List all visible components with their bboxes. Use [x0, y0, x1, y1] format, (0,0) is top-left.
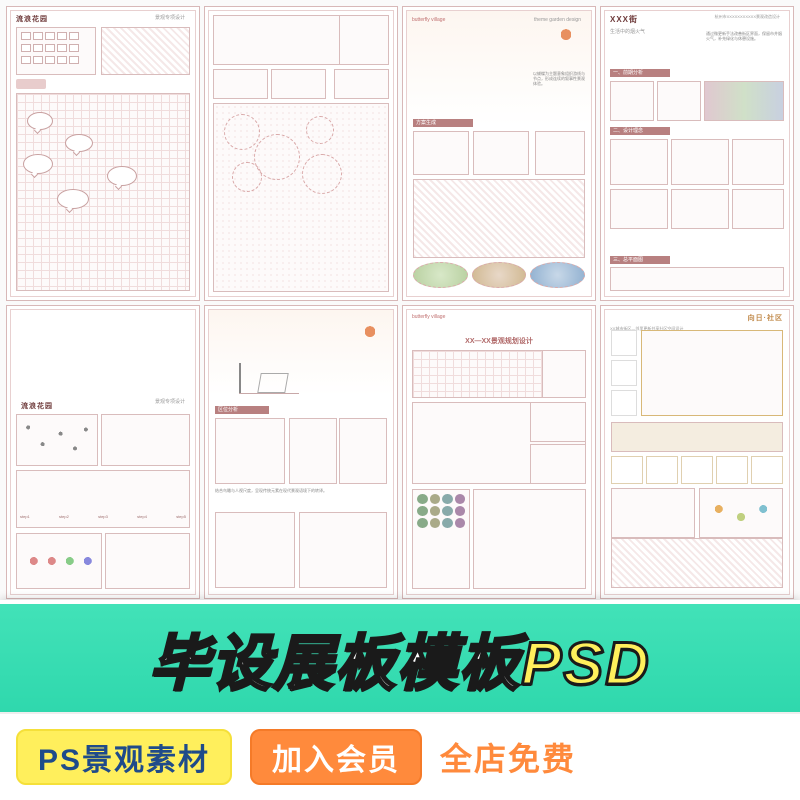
template-panel-8: 向日·社区 XX城市街区—邻里更新共享社区空间设计: [600, 305, 794, 600]
tag-chip: [16, 79, 46, 89]
badge-row: PS景观素材 加入会员 全店免费: [0, 712, 800, 800]
headline-text: 毕设展板模板PSD: [149, 615, 650, 702]
template-panel-5: 流浪花园 景观专项设计 step1 step2 step3 step4 step…: [6, 305, 200, 600]
panel-subtitle: theme garden design: [529, 17, 586, 23]
promo-overlay: 毕设展板模板PSD PS景观素材 加入会员 全店免费: [0, 600, 800, 800]
template-panel-3: butterfly village theme garden design 以蝴…: [402, 6, 596, 301]
section-label: 方案生成: [413, 119, 473, 127]
template-panel-4: XXX街 生活中的烟火气 杭州市XXXXXXXXXXX景观改造设计 通过微更新手…: [600, 6, 794, 301]
badge-ps-material: PS景观素材: [16, 729, 232, 785]
center-title: XX—XX景观规划设计: [407, 336, 591, 346]
template-panel-2: [204, 6, 398, 301]
template-thumbnail-grid: 流浪花园 景观专项设计: [0, 0, 800, 605]
badge-free-text: 全店免费: [440, 729, 576, 785]
panel-subtitle: 景观专项设计: [150, 14, 190, 21]
badge-join-member[interactable]: 加入会员: [250, 729, 422, 785]
panel-right-title: 杭州市XXXXXXXXXXX景观改造设计: [705, 14, 785, 20]
template-panel-6: 区位分析 结合鸟瞰与人视尺度，呈现传统元素在现代景观语境下的转译。: [204, 305, 398, 600]
headline-suffix: PSD: [521, 630, 650, 697]
template-panel-1: 流浪花园 景观专项设计: [6, 6, 200, 301]
template-panel-7: butterfly village XX—XX景观规划设计: [402, 305, 596, 600]
headline-main: 毕设展板模板: [149, 630, 521, 697]
headline-bar: 毕设展板模板PSD: [0, 600, 800, 712]
